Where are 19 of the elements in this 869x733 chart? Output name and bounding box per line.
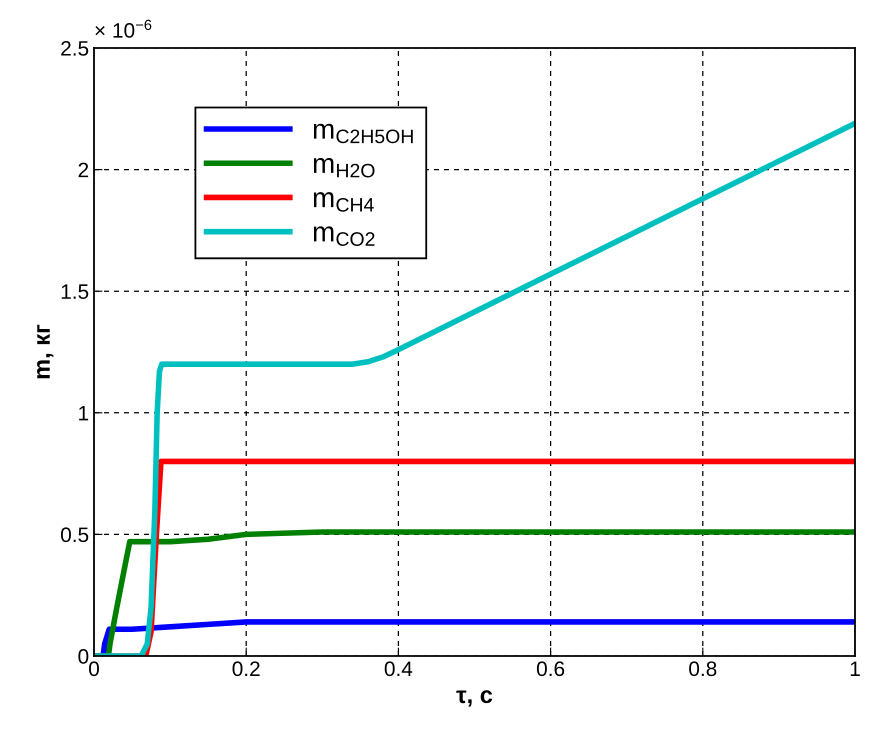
y-tick-label: 1.5 bbox=[62, 284, 88, 299]
y-tick-label: 2 bbox=[78, 162, 88, 178]
y-tick-label: 1 bbox=[79, 406, 88, 420]
y-axis-title: m, кг bbox=[37, 324, 54, 378]
x-axis-title: τ, с bbox=[456, 690, 492, 707]
text: × 10$^{−6}$ bbox=[95, 20, 152, 38]
x-tick-label: 0.4 bbox=[384, 661, 412, 676]
x-tick-label: 0.8 bbox=[689, 661, 716, 676]
legend-label: m$_{C2H5OH}$ bbox=[314, 124, 413, 144]
x-tick-label: 0 bbox=[89, 661, 99, 676]
y-tick-label: 2.5 bbox=[61, 41, 88, 56]
legend-label: m$_{CH4}$ bbox=[314, 192, 374, 212]
x-tick-label: 0.6 bbox=[536, 661, 564, 676]
legend-label: m$_{H2O}$ bbox=[314, 158, 375, 178]
x-tick-label: 1 bbox=[850, 662, 860, 676]
y-tick-label: 0.5 bbox=[60, 527, 88, 542]
x-tick-label: 0.2 bbox=[232, 661, 260, 676]
y-tick-label: 0 bbox=[78, 649, 88, 664]
legend-label: m$_{CO2}$ bbox=[314, 226, 374, 246]
